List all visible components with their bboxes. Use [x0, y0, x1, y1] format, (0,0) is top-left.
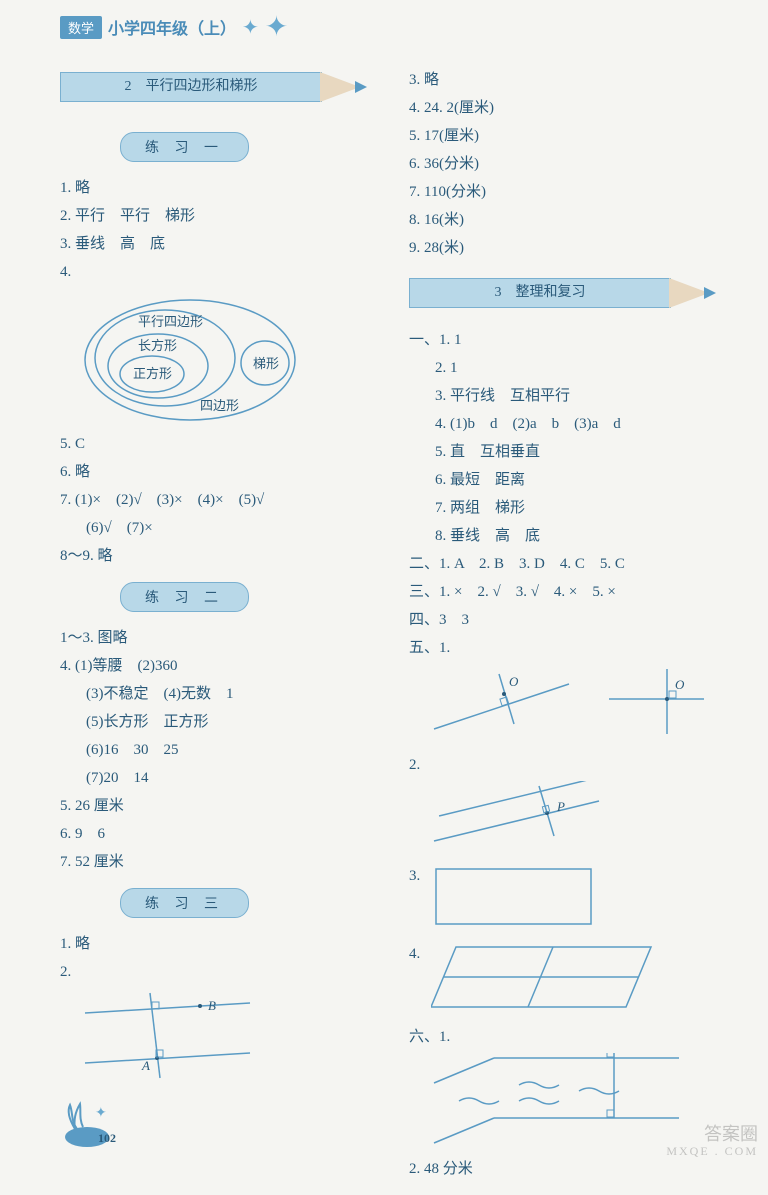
answer-line: 4. [409, 942, 431, 966]
answer-line: 8. 16(米) [409, 208, 738, 232]
answer-line: 2. [60, 960, 389, 984]
answer-line: (6)√ (7)× [86, 516, 389, 540]
svg-text:P: P [556, 799, 565, 814]
answer-line: 4. (1)等腰 (2)360 [60, 654, 389, 678]
svg-text:正方形: 正方形 [133, 366, 172, 381]
svg-text:B: B [208, 998, 216, 1013]
answer-line: 6. 36(分米) [409, 152, 738, 176]
svg-text:四边形: 四边形 [200, 398, 239, 413]
section-3-header: 3 整理和复习 [409, 278, 738, 314]
svg-text:梯形: 梯形 [253, 356, 279, 371]
answer-line: 3. 平行线 互相平行 [435, 384, 738, 408]
practice-1-label: 练 习 一 [120, 132, 249, 162]
svg-text:✦: ✦ [95, 1106, 107, 1121]
answer-line: 3. [409, 864, 431, 888]
answer-line: 9. 28(米) [409, 236, 738, 260]
geometry-fig-1: O O [429, 664, 709, 749]
section-2-title: 2 平行四边形和梯形 [60, 72, 322, 102]
answer-line: 六、1. [409, 1025, 738, 1049]
watermark: 答案圈 MXQE . COM [666, 1125, 758, 1158]
section-3-title: 3 整理和复习 [409, 278, 671, 308]
answer-line: 一、1. 1 [409, 328, 738, 352]
answer-line: 5. 直 互相垂直 [435, 440, 738, 464]
answer-line: (6)16 30 25 [86, 738, 389, 762]
answer-line: 5. 26 厘米 [60, 794, 389, 818]
parallel-lines-diagram: B A [80, 988, 260, 1083]
watermark-main: 答案圈 [666, 1125, 758, 1145]
answer-line: 2. 1 [435, 356, 738, 380]
subject-badge: 数学 [60, 16, 102, 39]
venn-diagram: 平行四边形 长方形 正方形 梯形 四边形 [80, 288, 320, 428]
svg-text:A: A [141, 1058, 150, 1073]
answer-line: 7. (1)× (2)√ (3)× (4)× (5)√ [60, 488, 389, 512]
answer-line: 二、1. A 2. B 3. D 4. C 5. C [409, 552, 738, 576]
answer-line: 三、1. × 2. √ 3. √ 4. × 5. × [409, 580, 738, 604]
answer-line: 5. 17(厘米) [409, 124, 738, 148]
answer-line: 7. 两组 梯形 [435, 496, 738, 520]
practice-3-label: 练 习 三 [120, 888, 249, 918]
answer-line: 五、1. [409, 636, 738, 660]
answer-line: 四、3 3 [409, 608, 738, 632]
answer-line: (3)不稳定 (4)无数 1 [86, 682, 389, 706]
answer-line: 1～3. 图略 [60, 626, 389, 650]
answer-line: 6. 略 [60, 460, 389, 484]
answer-line: 1. 略 [60, 932, 389, 956]
parallelogram-grid [431, 942, 661, 1017]
left-column: 2 平行四边形和梯形 练 习 一 1. 略 2. 平行 平行 梯形 3. 垂线 … [60, 64, 389, 1185]
answer-line: 4. [60, 260, 389, 284]
answer-line: 1. 略 [60, 176, 389, 200]
geometry-fig-2: P [429, 781, 629, 856]
watermark-sub: MXQE . COM [666, 1145, 758, 1158]
star-icon: ✦ [265, 10, 288, 44]
svg-text:O: O [509, 674, 519, 689]
answer-line: 2. 平行 平行 梯形 [60, 204, 389, 228]
river-diagram: 小明家 [429, 1053, 689, 1153]
answer-line: 6. 最短 距离 [435, 468, 738, 492]
answer-line: 7. 110(分米) [409, 180, 738, 204]
page-header: 数学 小学四年级（上） ✦ ✦ [60, 10, 738, 44]
rectangle-fig [431, 864, 601, 934]
answer-line: 5. C [60, 432, 389, 456]
answer-line: 8～9. 略 [60, 544, 389, 568]
answer-line: 7. 52 厘米 [60, 850, 389, 874]
answer-line: 4. 24. 2(厘米) [409, 96, 738, 120]
answer-line: 3. 略 [409, 68, 738, 92]
page-number: 102 [98, 1131, 116, 1146]
section-2-header: 2 平行四边形和梯形 [60, 72, 389, 108]
answer-line: 8. 垂线 高 底 [435, 524, 738, 548]
answer-line: 2. [409, 753, 738, 777]
grade-title: 小学四年级（上） [108, 15, 236, 39]
svg-text:长方形: 长方形 [138, 338, 177, 353]
svg-text:平行四边形: 平行四边形 [138, 314, 203, 329]
svg-text:O: O [675, 677, 685, 692]
answer-line: 3. 垂线 高 底 [60, 232, 389, 256]
right-column: 3. 略 4. 24. 2(厘米) 5. 17(厘米) 6. 36(分米) 7.… [409, 64, 738, 1185]
answer-line: 2. 48 分米 [409, 1157, 738, 1181]
practice-2-label: 练 习 二 [120, 582, 249, 612]
answer-line: 6. 9 6 [60, 822, 389, 846]
star-icon: ✦ [242, 15, 259, 40]
answer-line: (5)长方形 正方形 [86, 710, 389, 734]
answer-line: (7)20 14 [86, 766, 389, 790]
answer-line: 4. (1)b d (2)a b (3)a d [435, 412, 738, 436]
